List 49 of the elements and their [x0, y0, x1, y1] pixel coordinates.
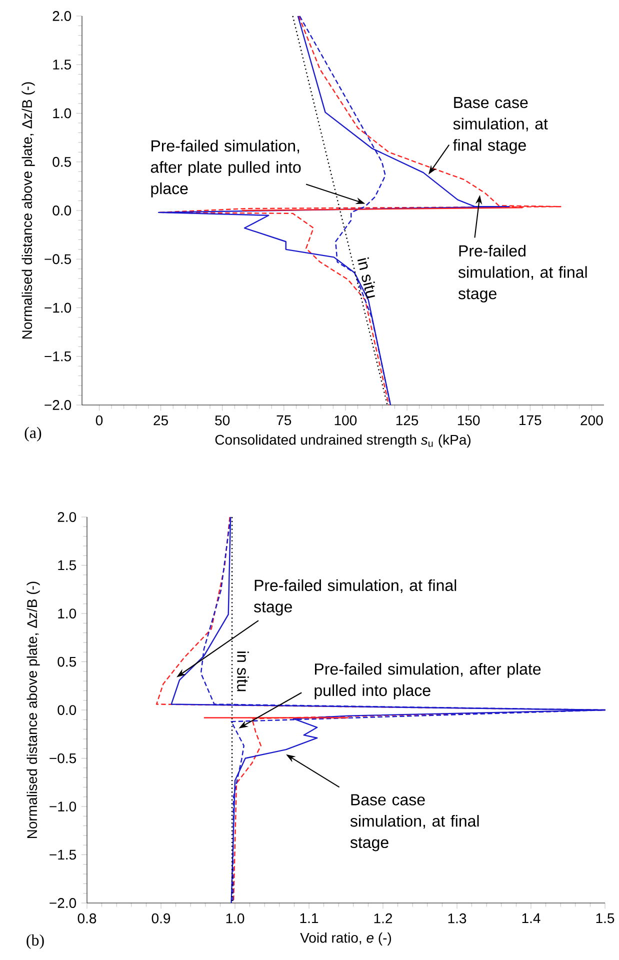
- x-tick-label: 1.5: [596, 913, 614, 924]
- annotation: Pre-failed simulation, at final stage: [254, 579, 456, 616]
- y-tick-label: 1.5: [53, 60, 72, 70]
- x-tick-label: 25: [154, 415, 168, 426]
- y-axis-title: Normalised distance above plate, Δz/B (-): [22, 82, 35, 339]
- x-tick-label: 1.4: [522, 913, 540, 924]
- text: (b): [26, 934, 44, 949]
- y-axis-title: Normalised distance above plate, Δz/B (-): [26, 582, 40, 838]
- annotation: Base case simulation, at final stage: [453, 97, 548, 154]
- y-tick-label: 2.0: [52, 11, 72, 21]
- y-tick-label: −2.0: [50, 898, 76, 908]
- y-tick-label: −0.5: [50, 753, 76, 764]
- x-tick-label: 125: [396, 415, 418, 426]
- x-tick-label: 50: [215, 415, 230, 426]
- x-tick-label: 0: [96, 415, 103, 426]
- y-tick-label: 1.0: [53, 108, 72, 118]
- x-tick-label: 200: [580, 415, 603, 426]
- y-tick-label: 0.0: [52, 206, 72, 216]
- y-tick-label: −1.0: [44, 302, 72, 313]
- y-tick-label: −2.0: [44, 400, 72, 410]
- x-axis-title: Void ratio, e (-): [300, 932, 392, 946]
- x-tick-label: 1.0: [226, 913, 244, 924]
- x-tick-label: 175: [520, 415, 542, 426]
- annotation: Base case simulation, at final stage: [350, 794, 479, 852]
- x-tick-label: 100: [334, 415, 357, 426]
- x-tick-label: 1.2: [374, 913, 392, 924]
- x-tick-label: 1.1: [300, 913, 318, 924]
- text: (a): [24, 426, 42, 442]
- y-tick-label: 0.5: [52, 156, 72, 167]
- annotation: Pre-failed simulation, at final stage: [458, 244, 587, 302]
- x-tick-label: 75: [276, 415, 292, 426]
- y-tick-label: −1.5: [44, 352, 72, 362]
- x-axis-title: Consolidated undrained strength s$_{u}$ (kPa): [215, 434, 470, 448]
- y-tick-label: 1.0: [58, 608, 76, 618]
- annotation: Pre-failed simulation, after plate pulled into place: [150, 140, 301, 198]
- y-tick-label: 0.5: [58, 656, 76, 667]
- y-tick-label: −0.5: [44, 254, 72, 264]
- x-tick-label: 0.9: [152, 913, 170, 924]
- x-tick-label: 150: [458, 415, 480, 426]
- y-tick-label: 2.0: [58, 512, 76, 522]
- text: in situ: [357, 257, 376, 299]
- x-tick-label: 1.3: [448, 913, 466, 924]
- annotation: Pre-failed simulation, after plate pulled into place: [314, 663, 541, 700]
- text: in situ: [237, 652, 249, 692]
- y-tick-label: −1.0: [50, 802, 76, 812]
- y-tick-label: −1.5: [50, 850, 76, 860]
- y-tick-label: 1.5: [58, 560, 76, 570]
- x-tick-label: 0.8: [78, 913, 96, 924]
- y-tick-label: 0.0: [58, 705, 76, 715]
